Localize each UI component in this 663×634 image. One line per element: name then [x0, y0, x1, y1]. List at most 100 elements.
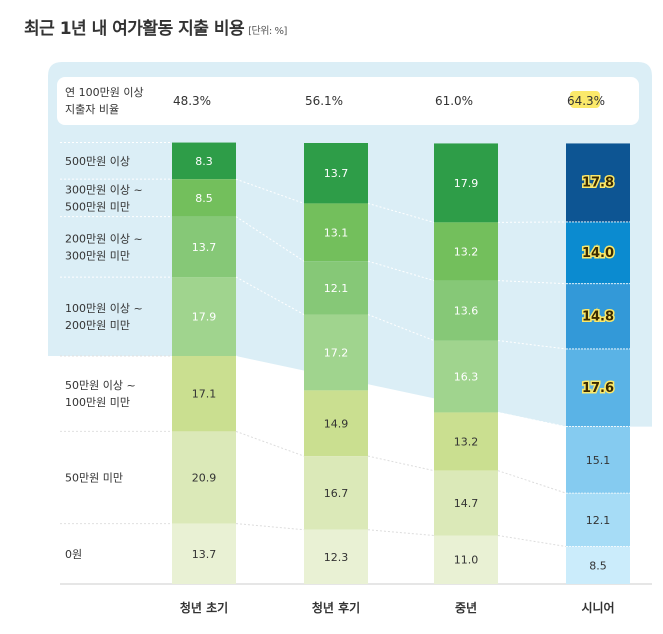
row-label-line: 100만원 미만	[65, 396, 130, 409]
bar-segment	[566, 283, 630, 349]
connector-line	[497, 280, 567, 285]
data-label: 8.5	[589, 559, 607, 572]
bar-segment	[566, 493, 630, 547]
bar-segment	[304, 390, 368, 457]
row-label-line: 50만원 미만	[65, 471, 123, 484]
connector-line	[497, 534, 567, 548]
bar-segment	[172, 523, 236, 584]
row-label-line: 300만원 이상 ~	[65, 183, 143, 196]
chart-title: 최근 1년 내 여가활동 지출 비용 [단위: %]	[24, 14, 287, 39]
bar-segment	[172, 431, 236, 524]
connector-line	[367, 260, 435, 282]
connector-line	[367, 202, 435, 223]
bar-segment	[304, 529, 368, 584]
data-label: 12.1	[586, 514, 611, 527]
bar-segment	[304, 456, 368, 530]
connector-line	[367, 389, 435, 413]
row-label-line: 500만원 미만	[65, 200, 130, 213]
connector-line	[367, 529, 435, 536]
bar-segment	[566, 221, 630, 284]
data-label: 17.2	[324, 346, 349, 359]
summary-value: 48.3%	[173, 94, 211, 108]
bar-segment	[172, 277, 236, 357]
row-label: 50만원 미만	[65, 471, 123, 484]
bar-segment	[566, 143, 630, 222]
data-label: 17.8	[582, 176, 614, 191]
data-label: 16.3	[454, 371, 479, 384]
data-label: 20.9	[192, 471, 217, 484]
data-label: 13.7	[324, 167, 349, 180]
bar-segment	[172, 216, 236, 278]
row-label: 300만원 이상 ~ 500만원 미만	[65, 183, 143, 213]
data-label: 8.3	[195, 155, 213, 168]
bar-segment	[434, 143, 498, 223]
bar-segment	[304, 261, 368, 315]
bar-segment	[434, 340, 498, 413]
data-label: 16.7	[324, 487, 349, 500]
category-label: 중년	[455, 601, 477, 615]
bar-segment	[304, 203, 368, 262]
data-label: 17.9	[192, 311, 217, 324]
bar-segment	[566, 546, 630, 584]
row-label-line: 500만원 이상	[65, 155, 130, 168]
summary-value: 61.0%	[435, 94, 473, 108]
row-label: 0원	[65, 548, 82, 561]
bar-segment	[304, 314, 368, 391]
bar-segment	[172, 356, 236, 432]
connector-line	[235, 355, 305, 391]
data-label: 15.1	[586, 454, 611, 467]
connector-line	[497, 470, 567, 494]
row-label: 50만원 이상 ~ 100만원 미만	[65, 379, 136, 409]
data-label: 13.1	[324, 226, 349, 239]
connector-line	[235, 523, 305, 531]
bar-segment	[304, 143, 368, 204]
connector-line	[235, 276, 305, 315]
data-label: 14.8	[582, 309, 614, 324]
category-label: 시니어	[581, 600, 614, 615]
summary-value: 56.1%	[305, 94, 343, 108]
connector-line	[235, 430, 305, 457]
data-label: 14.9	[324, 417, 349, 430]
unit-label: [단위: %]	[248, 26, 287, 37]
row-label-line: 100만원 이상 ~	[65, 302, 143, 315]
bar-segment	[172, 179, 236, 217]
row-label: 100만원 이상 ~ 200만원 미만	[65, 302, 143, 332]
data-label: 14.0	[582, 246, 614, 261]
bar-segment	[434, 412, 498, 471]
connector-line	[497, 340, 567, 350]
summary-label-line: 지출자 비율	[65, 103, 119, 116]
data-label: 13.2	[454, 436, 479, 449]
connector-line	[367, 455, 435, 472]
row-label-line: 200만원 이상 ~	[65, 232, 143, 245]
bar-segment	[172, 142, 236, 180]
row-label: 500만원 이상	[65, 155, 130, 168]
bar-segment	[434, 470, 498, 536]
data-label: 13.6	[454, 305, 479, 318]
summary-label-line: 연 100만원 이상	[65, 86, 144, 99]
row-label-line: 0원	[65, 548, 82, 561]
bar-segment	[566, 348, 630, 427]
data-label: 17.9	[454, 177, 479, 190]
data-label: 13.2	[454, 245, 479, 258]
connector-line	[497, 411, 567, 428]
data-label: 8.5	[195, 192, 213, 205]
connector-line	[235, 178, 305, 204]
data-label: 11.0	[454, 554, 479, 567]
row-label: 200만원 이상 ~ 300만원 미만	[65, 232, 143, 262]
bar-segment	[566, 426, 630, 494]
row-label-line: 200만원 미만	[65, 319, 130, 332]
title-text: 최근 1년 내 여가활동 지출 비용	[24, 19, 245, 39]
bar-segment	[434, 222, 498, 281]
data-label: 13.7	[192, 548, 217, 561]
data-label: 12.3	[324, 551, 349, 564]
data-label: 12.1	[324, 282, 349, 295]
summary-value: 64.3%	[567, 94, 605, 108]
data-label: 17.6	[582, 381, 614, 396]
bar-segment	[434, 280, 498, 341]
bar-segment	[434, 535, 498, 584]
data-label: 14.7	[454, 497, 479, 510]
highlight-marker	[570, 91, 600, 108]
